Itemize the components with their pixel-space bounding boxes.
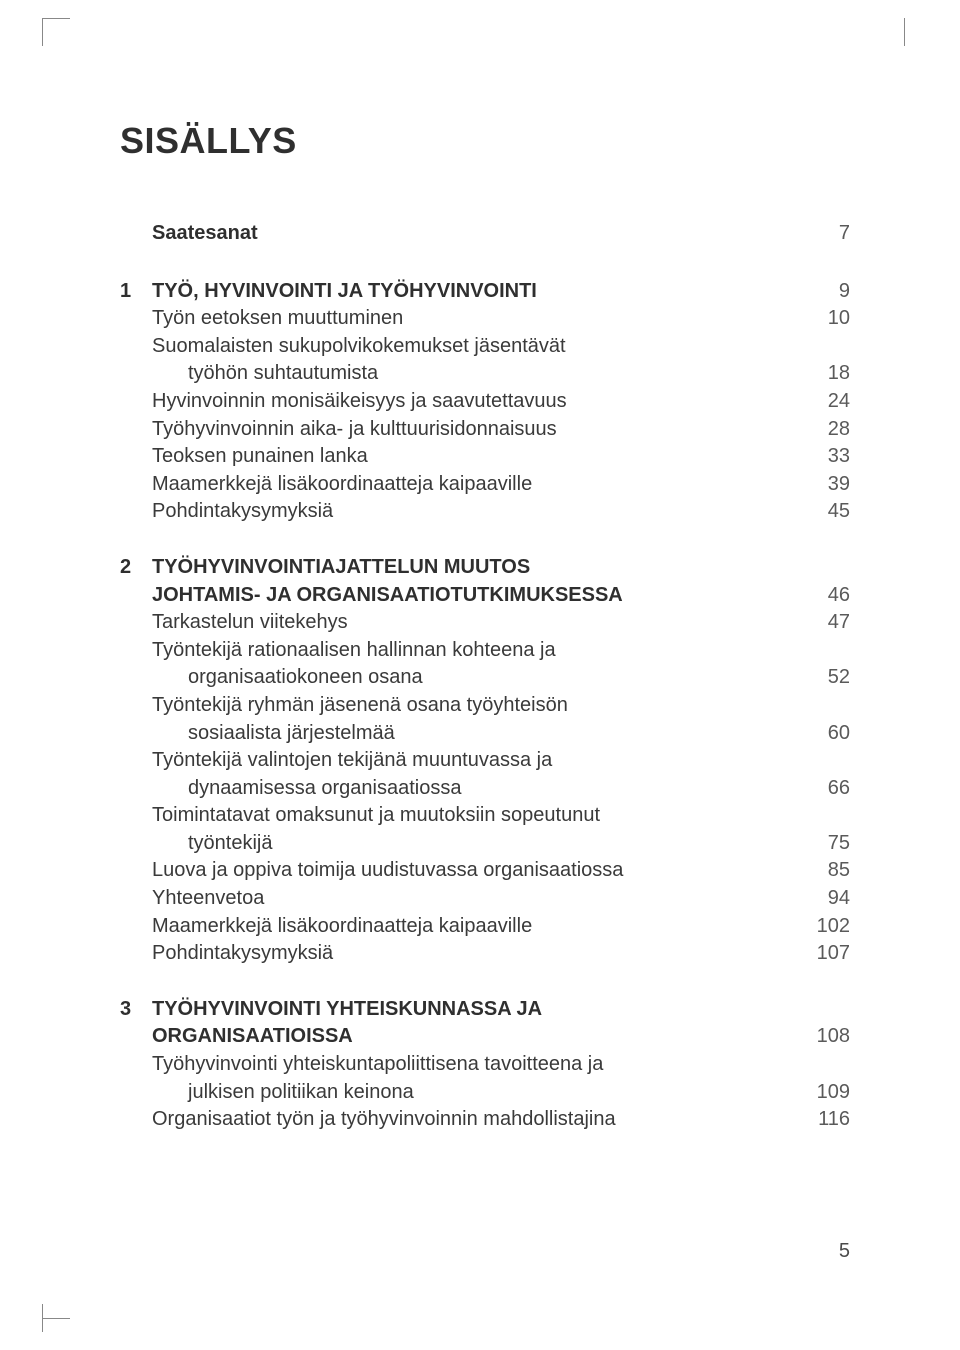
toc-entry: Työntekijä ryhmän jäsenenä osana työyhte… [120, 692, 850, 720]
entry-page: 107 [800, 940, 850, 968]
entry-label: Luova ja oppiva toimija uudistuvassa org… [152, 857, 800, 885]
section-page2: 46 [800, 582, 850, 610]
toc-entry: Toimintatavat omaksunut ja muutoksiin so… [120, 802, 850, 830]
entry-label: työhön suhtautumista [188, 360, 800, 388]
entry-page: 60 [800, 720, 850, 748]
crop-mark-top-right [904, 18, 918, 46]
entry-label: Pohdintakysymyksiä [152, 498, 800, 526]
entry-label: Suomalaisten sukupolvikokemukset jäsentä… [152, 333, 800, 361]
entry-label: sosiaalista järjestelmää [188, 720, 800, 748]
toc-entry: Hyvinvoinnin monisäikeisyys ja saavutett… [120, 388, 850, 416]
toc-entry: Maamerkkejä lisäkoordinaatteja kaipaavil… [120, 913, 850, 941]
toc-entry: Työntekijä rationaalisen hallinnan kohte… [120, 637, 850, 665]
entry-page: 85 [800, 857, 850, 885]
toc-entry: työhön suhtautumista18 [120, 360, 850, 388]
page-content: SISÄLLYS Saatesanat 7 1 TYÖ, HYVINVOINTI… [120, 120, 850, 1162]
section-heading2: ORGANISAATIOISSA [152, 1023, 800, 1051]
section-num: 3 [120, 996, 152, 1024]
section-num: 2 [120, 554, 152, 582]
toc-entry: Maamerkkejä lisäkoordinaatteja kaipaavil… [120, 471, 850, 499]
toc-entry: Pohdintakysymyksiä45 [120, 498, 850, 526]
section-heading2: JOHTAMIS- JA ORGANISAATIOTUTKIMUKSESSA [152, 582, 800, 610]
entry-label: dynaamisessa organisaatiossa [188, 775, 800, 803]
entry-label: organisaatiokoneen osana [188, 664, 800, 692]
entry-page: 102 [800, 913, 850, 941]
toc-entry: Yhteenvetoa94 [120, 885, 850, 913]
section-page2: 108 [800, 1023, 850, 1051]
toc-entry: Tarkastelun viitekehys47 [120, 609, 850, 637]
entry-label: Maamerkkejä lisäkoordinaatteja kaipaavil… [152, 471, 800, 499]
toc-entry: Pohdintakysymyksiä107 [120, 940, 850, 968]
entry-page: 10 [800, 305, 850, 333]
entry-label: Työhyvinvoinnin aika- ja kulttuurisidonn… [152, 416, 800, 444]
entry-page: 39 [800, 471, 850, 499]
entry-label: Toimintatavat omaksunut ja muutoksiin so… [152, 802, 800, 830]
section-heading: TYÖ, HYVINVOINTI JA TYÖHYVINVOINTI [152, 278, 800, 306]
entry-label: Työntekijä rationaalisen hallinnan kohte… [152, 637, 800, 665]
entry-label: Yhteenvetoa [152, 885, 800, 913]
entry-page: 75 [800, 830, 850, 858]
toc-entry: Organisaatiot työn ja työhyvinvoinnin ma… [120, 1106, 850, 1134]
entry-label: Maamerkkejä lisäkoordinaatteja kaipaavil… [152, 913, 800, 941]
entry-label: Työntekijä valintojen tekijänä muuntuvas… [152, 747, 800, 775]
section-2: 2 TYÖHYVINVOINTIAJATTELUN MUUTOS JOHTAMI… [120, 554, 850, 968]
intro-label: Saatesanat [152, 220, 800, 248]
section-items: Työn eetoksen muuttuminen10Suomalaisten … [120, 305, 850, 526]
entry-label: Teoksen punainen lanka [152, 443, 800, 471]
crop-mark-top-left [42, 18, 70, 46]
toc-entry: Työhyvinvoinnin aika- ja kulttuurisidonn… [120, 416, 850, 444]
entry-label: Organisaatiot työn ja työhyvinvoinnin ma… [152, 1106, 800, 1134]
entry-label: Tarkastelun viitekehys [152, 609, 800, 637]
entry-label: Työhyvinvointi yhteiskuntapoliittisena t… [152, 1051, 800, 1079]
entry-label: Työntekijä ryhmän jäsenenä osana työyhte… [152, 692, 800, 720]
toc-entry: Teoksen punainen lanka33 [120, 443, 850, 471]
toc-entry: Työn eetoksen muuttuminen10 [120, 305, 850, 333]
toc-entry: organisaatiokoneen osana52 [120, 664, 850, 692]
entry-page: 94 [800, 885, 850, 913]
toc-entry: Työntekijä valintojen tekijänä muuntuvas… [120, 747, 850, 775]
toc-entry: työntekijä75 [120, 830, 850, 858]
entry-label: julkisen politiikan keinona [188, 1079, 800, 1107]
section-num: 1 [120, 278, 152, 306]
entry-label: Pohdintakysymyksiä [152, 940, 800, 968]
section-heading: TYÖHYVINVOINTIAJATTELUN MUUTOS [152, 554, 800, 582]
entry-label: työntekijä [188, 830, 800, 858]
toc-entry: Suomalaisten sukupolvikokemukset jäsentä… [120, 333, 850, 361]
section-items: Tarkastelun viitekehys47Työntekijä ratio… [120, 609, 850, 968]
section-1: 1 TYÖ, HYVINVOINTI JA TYÖHYVINVOINTI 9 T… [120, 278, 850, 526]
entry-page: 24 [800, 388, 850, 416]
toc-entry: Luova ja oppiva toimija uudistuvassa org… [120, 857, 850, 885]
section-page: 9 [800, 278, 850, 306]
entry-page: 33 [800, 443, 850, 471]
entry-label: Työn eetoksen muuttuminen [152, 305, 800, 333]
entry-page: 47 [800, 609, 850, 637]
page-number: 5 [839, 1240, 850, 1263]
entry-page: 18 [800, 360, 850, 388]
toc-entry: dynaamisessa organisaatiossa66 [120, 775, 850, 803]
section-3: 3 TYÖHYVINVOINTI YHTEISKUNNASSA JA ORGAN… [120, 996, 850, 1134]
section-items: Työhyvinvointi yhteiskuntapoliittisena t… [120, 1051, 850, 1134]
entry-page: 45 [800, 498, 850, 526]
intro-page: 7 [800, 220, 850, 248]
entry-page: 116 [800, 1106, 850, 1134]
entry-page: 52 [800, 664, 850, 692]
entry-page: 66 [800, 775, 850, 803]
toc-title: SISÄLLYS [120, 120, 850, 162]
entry-page: 109 [800, 1079, 850, 1107]
intro-block: Saatesanat 7 [120, 220, 850, 248]
section-heading: TYÖHYVINVOINTI YHTEISKUNNASSA JA [152, 996, 800, 1024]
entry-page: 28 [800, 416, 850, 444]
entry-label: Hyvinvoinnin monisäikeisyys ja saavutett… [152, 388, 800, 416]
toc-entry: Työhyvinvointi yhteiskuntapoliittisena t… [120, 1051, 850, 1079]
toc-entry: julkisen politiikan keinona109 [120, 1079, 850, 1107]
crop-mark-bottom-left-v [42, 1304, 56, 1332]
toc-entry: sosiaalista järjestelmää60 [120, 720, 850, 748]
toc-body: Saatesanat 7 1 TYÖ, HYVINVOINTI JA TYÖHY… [120, 220, 850, 1134]
